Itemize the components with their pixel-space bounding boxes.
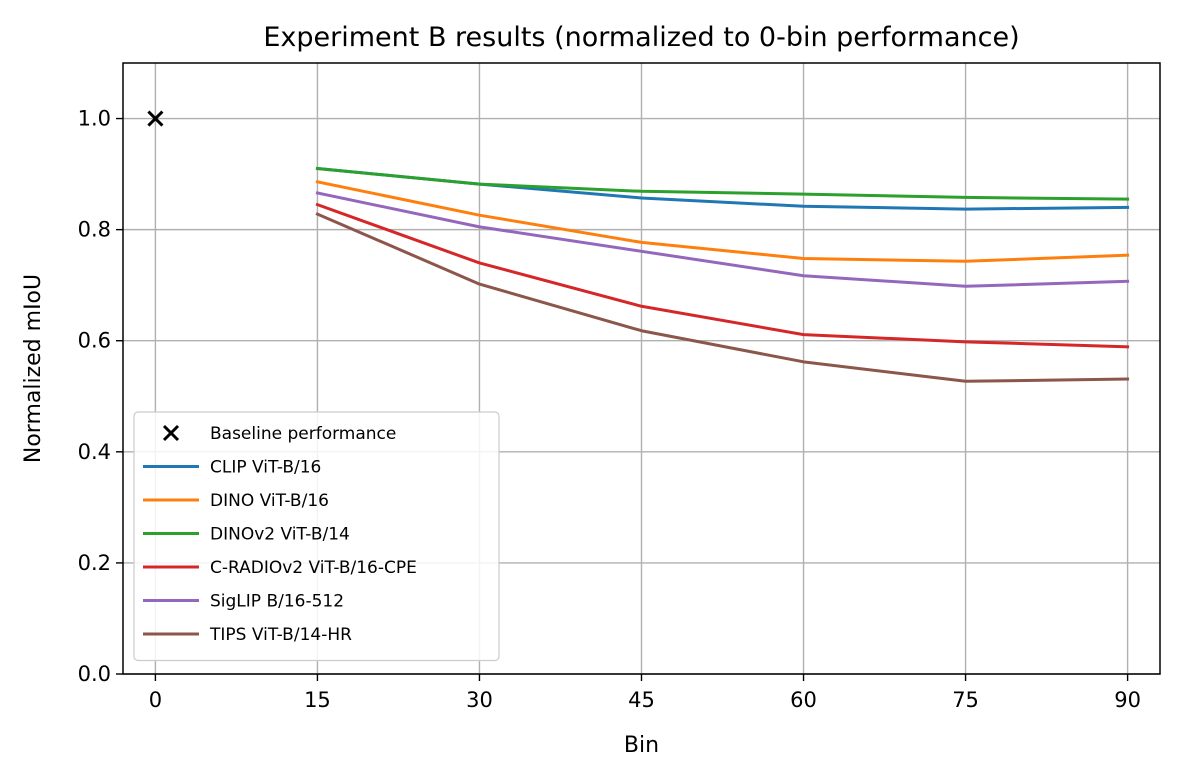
y-tick-label: 1.0 (78, 107, 111, 131)
y-tick-label: 0.2 (78, 551, 111, 575)
series-line-4 (315, 202, 1130, 349)
y-axis-label: Normalized mIoU (21, 274, 46, 463)
legend-marker-baseline (162, 424, 180, 442)
x-tick-label: 15 (304, 688, 331, 712)
baseline-marker (147, 110, 164, 127)
x-tick-label: 0 (149, 688, 162, 712)
series-line-3 (315, 166, 1130, 201)
legend-label-baseline: Baseline performance (210, 424, 396, 444)
x-tick-label: 30 (466, 688, 493, 712)
baseline-markers (147, 110, 164, 127)
x-tick-label: 90 (1114, 688, 1141, 712)
axis-ticks: 0 15 30 45 60 75 90 0.0 0.2 0.4 0.6 0.8 1.0 (78, 107, 1141, 712)
y-tick-label: 0.6 (78, 329, 111, 353)
series-line-2 (315, 180, 1130, 263)
legend-label-5: SigLIP B/16-512 (210, 592, 344, 612)
series-lines (315, 166, 1130, 383)
y-tick-label: 0.4 (78, 440, 111, 464)
x-tick-label: 60 (790, 688, 817, 712)
y-tick-label: 0.0 (78, 662, 111, 686)
series-line-5 (315, 191, 1130, 288)
series-line-6 (315, 212, 1130, 383)
legend-box (133, 411, 500, 662)
legend-label-3: DINOv2 ViT-B/14 (210, 525, 350, 545)
x-tick-label: 75 (952, 688, 979, 712)
legend-label-2: DINO ViT-B/16 (210, 491, 329, 511)
legend-label-4: C-RADIOv2 ViT-B/16-CPE (210, 558, 417, 578)
x-tick-label: 45 (628, 688, 655, 712)
y-tick-label: 0.8 (78, 218, 111, 242)
x-axis-label: Bin (624, 733, 659, 758)
chart-title: Experiment B results (normalized to 0-bi… (263, 22, 1019, 53)
legend-label-1: CLIP ViT-B/16 (210, 458, 321, 478)
grid (123, 63, 1160, 675)
legend: Baseline performance CLIP ViT-B/16 DINO Vi… (133, 411, 500, 662)
legend-label-6: TIPS ViT-B/14-HR (209, 625, 352, 645)
